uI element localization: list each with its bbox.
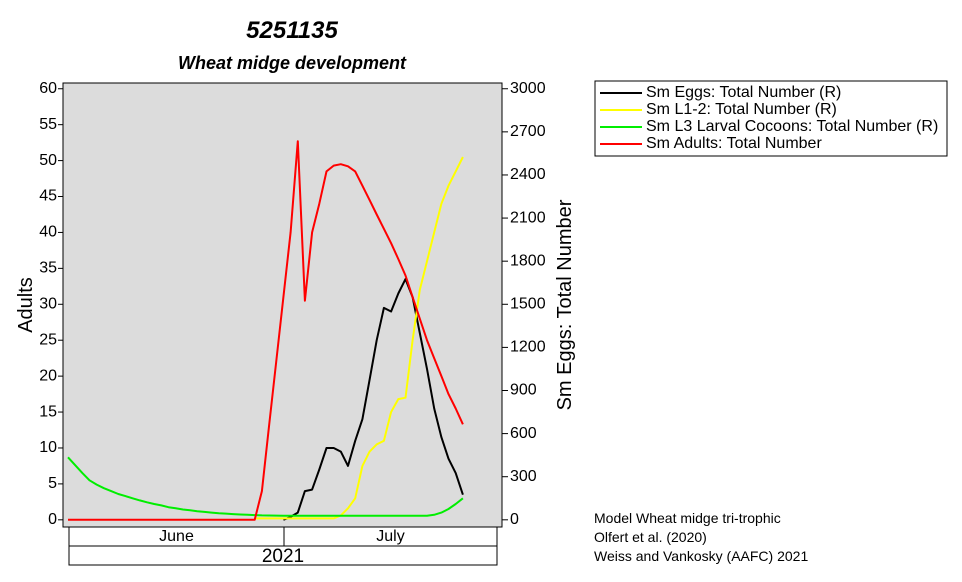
y-tick-label: 40 <box>39 224 57 241</box>
note: Weiss and Vankosky (AAFC) 2021 <box>594 548 808 564</box>
chart-title: 5251135 <box>246 17 338 44</box>
year-label: 2021 <box>262 546 304 567</box>
legend-label: Sm Eggs: Total Number (R) <box>646 84 841 101</box>
chart-subtitle: Wheat midge development <box>178 53 407 73</box>
y-axis-label: Adults <box>15 277 37 333</box>
y2-tick-label: 900 <box>510 382 537 399</box>
y2-tick-label: 600 <box>510 425 537 442</box>
year-box <box>68 545 498 566</box>
y-tick-label: 20 <box>39 367 57 384</box>
legend-label: Sm L3 Larval Cocoons: Total Number (R) <box>646 118 938 135</box>
y-tick-label: 0 <box>48 511 57 528</box>
y2-tick-label: 300 <box>510 468 537 485</box>
note: Olfert et al. (2020) <box>594 529 707 545</box>
legend-label: Sm Adults: Total Number <box>646 135 822 152</box>
y-tick-label: 55 <box>39 116 57 133</box>
y2-tick-label: 0 <box>510 511 519 528</box>
series-line <box>254 156 464 520</box>
series-line <box>68 140 464 521</box>
y2-tick-label: 3000 <box>510 80 546 97</box>
x-tick-label: June <box>159 528 194 545</box>
series-line <box>283 278 464 521</box>
series-line <box>67 456 464 517</box>
y-tick-label: 5 <box>48 475 57 492</box>
legend-box <box>594 80 948 157</box>
y2-tick-label: 1200 <box>510 339 546 356</box>
y-tick-label: 60 <box>39 80 57 97</box>
y2-tick-label: 1500 <box>510 296 546 313</box>
y-tick-label: 45 <box>39 188 57 205</box>
y-tick-label: 10 <box>39 439 57 456</box>
legend-label: Sm L1-2: Total Number (R) <box>646 101 837 118</box>
y2-tick-label: 2700 <box>510 123 546 140</box>
y2-tick-label: 2400 <box>510 166 546 183</box>
y2-tick-label: 1800 <box>510 252 546 269</box>
y-tick-label: 50 <box>39 152 57 169</box>
x-tick-label: July <box>376 528 404 545</box>
note: Model Wheat midge tri-trophic <box>594 510 781 526</box>
y-tick-label: 15 <box>39 403 57 420</box>
y-tick-label: 30 <box>39 296 57 313</box>
y-tick-label: 35 <box>39 260 57 277</box>
y-tick-label: 25 <box>39 331 57 348</box>
y2-axis-label: Sm Eggs: Total Number <box>554 199 576 410</box>
y2-tick-label: 2100 <box>510 209 546 226</box>
